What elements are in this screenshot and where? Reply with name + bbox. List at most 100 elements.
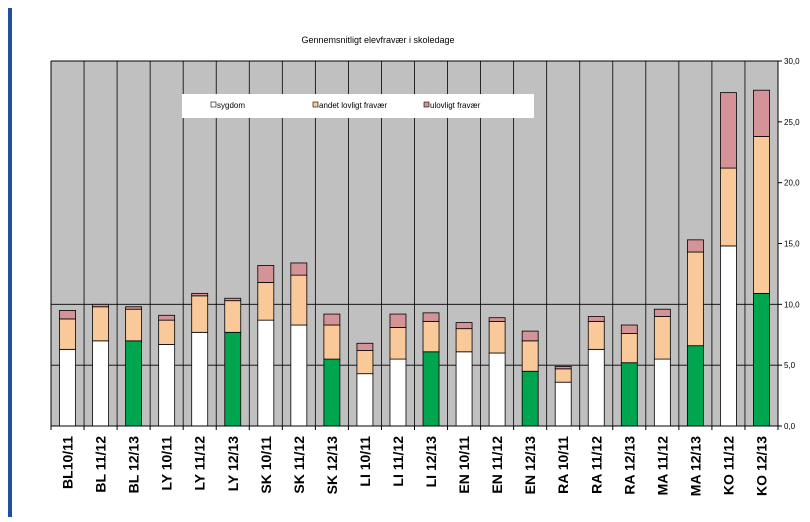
- bar-segment-sygdom: [720, 245, 737, 427]
- legend-swatch-andet: [312, 101, 319, 108]
- legend-box: [182, 94, 534, 118]
- x-tick-label: EN 10/11: [456, 436, 472, 494]
- x-tick-label: LI 12/13: [423, 436, 439, 488]
- bar-segment-ulovligt: [653, 308, 671, 317]
- bar-segment-sygdom: [455, 351, 473, 427]
- bar-segment-andet: [521, 340, 539, 372]
- bar-segment-sygdom: [323, 358, 341, 427]
- legend: sygdom andet lovligt fravær ulovligt fra…: [182, 94, 534, 118]
- bar-segment-sygdom: [125, 340, 143, 427]
- bar-segment-andet: [653, 316, 671, 360]
- bar-segment-andet: [224, 300, 242, 333]
- bar-segment-andet: [158, 319, 176, 345]
- bar-segment-andet: [720, 167, 737, 247]
- x-tick-label: EN 12/13: [522, 436, 538, 495]
- bar-segment-andet: [257, 282, 275, 321]
- bar-segment-ulovligt: [323, 313, 341, 326]
- bar-segment-andet: [753, 136, 770, 294]
- bar-segment-sygdom: [224, 331, 242, 427]
- bar-segment-ulovligt: [455, 322, 473, 330]
- legend-label-andet: andet lovligt fravær: [319, 101, 387, 110]
- bar-segment-ulovligt: [422, 312, 440, 322]
- gridlines: [51, 61, 778, 426]
- bar-segment-andet: [554, 368, 572, 383]
- chart-title: Gennemsnitligt elevfravær i skoledage: [301, 35, 454, 45]
- bar-segment-sygdom: [257, 319, 275, 427]
- bar-segment-sygdom: [686, 345, 704, 427]
- bar-segment-sygdom: [422, 351, 440, 427]
- y-tick-label: 20,0: [784, 179, 800, 188]
- bar-segment-andet: [290, 274, 308, 326]
- bar-segment-ulovligt: [158, 314, 176, 321]
- bar-segment-sygdom: [554, 381, 572, 427]
- y-tick-label: 30,0: [784, 57, 800, 66]
- bar-segment-ulovligt: [521, 330, 539, 342]
- x-tick-label: KO 12/13: [753, 436, 769, 496]
- bar-segment-andet: [455, 328, 473, 353]
- bar-segment-ulovligt: [191, 292, 209, 297]
- bar-segment-andet: [125, 308, 143, 342]
- bar-segment-ulovligt: [554, 365, 572, 370]
- bar-segment-andet: [488, 320, 506, 354]
- bar-segment-ulovligt: [257, 264, 275, 283]
- bar-segment-ulovligt: [686, 239, 704, 253]
- x-tick-label: SK 11/12: [291, 436, 307, 494]
- bar-segment-andet: [686, 251, 704, 347]
- x-tick-label: EN 11/12: [489, 436, 505, 494]
- bar-segment-ulovligt: [290, 262, 308, 276]
- bar-segment-ulovligt: [720, 92, 737, 169]
- x-tick-label: LY 11/12: [192, 436, 208, 491]
- bar-segment-andet: [59, 318, 76, 350]
- bar-segment-sygdom: [753, 292, 770, 427]
- legend-label-sygdom: sygdom: [217, 101, 245, 110]
- bar-segment-sygdom: [653, 358, 671, 427]
- x-tick-label: RA 10/11: [555, 436, 571, 494]
- x-tick-label: SK 12/13: [324, 436, 340, 495]
- bar-segment-andet: [620, 333, 638, 364]
- bar-segment-sygdom: [191, 331, 209, 427]
- bar-segment-andet: [356, 350, 374, 375]
- legend-item-sygdom: sygdom: [210, 101, 245, 110]
- bar-segment-andet: [389, 327, 407, 360]
- legend-label-ulovligt: ulovligt fravær: [430, 101, 481, 110]
- x-tick-label: LY 12/13: [225, 436, 241, 491]
- bar-segment-andet: [92, 306, 109, 342]
- x-tick-label: LI 11/12: [390, 436, 406, 487]
- bar-segment-sygdom: [290, 324, 308, 427]
- left-edge-bar: [8, 8, 12, 517]
- bar-segment-andet: [191, 295, 209, 333]
- bar-segment-ulovligt: [224, 297, 242, 302]
- bar-segment-sygdom: [521, 370, 539, 427]
- legend-swatch-sygdom: [210, 101, 217, 108]
- x-tick-label: LI 10/11: [357, 436, 373, 487]
- bars: [59, 89, 770, 427]
- x-tick-label: MA 12/13: [687, 436, 703, 496]
- x-tick-label: KO 11/12: [720, 436, 736, 495]
- bar-segment-sygdom: [92, 340, 109, 427]
- bar-segment-sygdom: [59, 348, 76, 427]
- bar-segment-ulovligt: [389, 313, 407, 328]
- x-tick-label: MA 11/12: [654, 436, 670, 496]
- bar-segment-ulovligt: [125, 306, 143, 310]
- bar-segment-andet: [422, 320, 440, 353]
- y-tick-label: 5,0: [784, 361, 796, 370]
- legend-item-andet: andet lovligt fravær: [312, 101, 387, 110]
- bar-segment-ulovligt: [587, 316, 605, 322]
- bar-segment-ulovligt: [620, 324, 638, 334]
- bar-segment-sygdom: [356, 373, 374, 427]
- legend-swatch-ulovligt: [423, 101, 430, 108]
- x-tick-label: BL 11/12: [93, 436, 109, 493]
- bar-segment-sygdom: [587, 348, 605, 427]
- bar-segment-ulovligt: [59, 310, 76, 320]
- bar-segment-sygdom: [158, 344, 176, 427]
- x-tick-label: RA 12/13: [621, 436, 637, 495]
- x-tick-label: BL10/11: [60, 436, 76, 489]
- y-tick-label: 0,0: [784, 422, 796, 431]
- bar-segment-andet: [587, 320, 605, 350]
- x-tick-label: BL 12/13: [126, 436, 142, 494]
- bar-segment-ulovligt: [488, 317, 506, 322]
- bar-segment-sygdom: [620, 362, 638, 427]
- bar-segment-sygdom: [389, 358, 407, 427]
- y-tick-label: 10,0: [784, 300, 800, 309]
